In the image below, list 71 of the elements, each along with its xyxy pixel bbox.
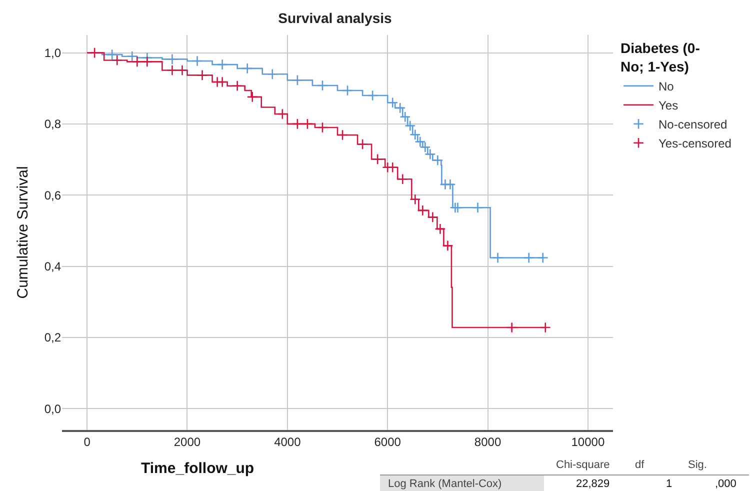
text: Log Rank (Mantel-Cox) — [388, 478, 502, 490]
point — [266, 68, 278, 80]
point — [316, 122, 328, 134]
point — [216, 58, 228, 70]
point — [410, 194, 421, 205]
point — [357, 138, 368, 150]
point — [196, 70, 208, 81]
point — [387, 162, 398, 173]
point — [506, 322, 518, 334]
point — [126, 50, 138, 62]
point — [232, 80, 243, 92]
x-tick-label: 0 — [84, 435, 91, 450]
point — [342, 84, 354, 96]
y-tick-label: 0,8 — [44, 117, 62, 132]
point — [176, 64, 188, 76]
point — [434, 223, 446, 234]
text: Chi-square — [556, 459, 610, 471]
legend-label: Yes-censored — [658, 136, 732, 151]
point — [523, 252, 534, 264]
y-tick-label: 0,2 — [44, 330, 62, 345]
point — [492, 252, 504, 264]
point — [316, 80, 328, 92]
text: 1 — [666, 478, 672, 490]
legend-label: No-censored — [658, 118, 728, 132]
point — [292, 74, 303, 86]
x-tick-label: 2000 — [174, 435, 201, 450]
point — [246, 91, 258, 102]
point — [106, 49, 118, 60]
point — [302, 118, 313, 130]
point — [192, 55, 203, 67]
y-tick-label: 0,4 — [44, 260, 62, 274]
legend-label: Yes — [658, 98, 678, 113]
point — [442, 240, 454, 252]
point — [276, 108, 288, 120]
point — [166, 54, 178, 65]
y-tick-label: 0,0 — [44, 402, 62, 416]
point — [427, 212, 438, 223]
x-axis-title: Time_follow_up — [141, 460, 254, 477]
x-tick-label: 6000 — [374, 435, 402, 450]
point — [452, 202, 464, 214]
text: ,000 — [715, 478, 736, 490]
point — [400, 111, 411, 122]
legend-title: Diabetes (0-No; 1-Yes) — [620, 40, 700, 74]
point — [540, 322, 551, 334]
point — [404, 120, 416, 132]
x-tick-label: 4000 — [274, 435, 302, 450]
point — [537, 252, 548, 264]
point — [166, 64, 178, 76]
text: 22,829 — [576, 478, 610, 490]
point — [397, 174, 408, 185]
point — [132, 56, 143, 68]
text: Sig. — [688, 459, 707, 471]
point — [112, 54, 123, 66]
point — [417, 204, 428, 216]
point — [336, 129, 348, 141]
chart-title: Survival analysis — [278, 10, 392, 26]
point — [472, 202, 484, 214]
point — [444, 178, 456, 190]
point — [372, 154, 384, 165]
y-tick-label: 0,6 — [44, 188, 62, 202]
y-axis-title: Cumulative Survival — [14, 166, 32, 299]
x-tick-label: 8000 — [474, 435, 502, 450]
point — [292, 118, 303, 130]
point — [242, 62, 253, 74]
point — [142, 56, 153, 68]
x-tick-label: 10000 — [571, 435, 605, 450]
point — [216, 76, 228, 88]
text: df — [635, 459, 646, 471]
point — [367, 90, 378, 102]
y-tick-label: 1,0 — [44, 46, 62, 60]
legend-label: No — [658, 80, 674, 94]
